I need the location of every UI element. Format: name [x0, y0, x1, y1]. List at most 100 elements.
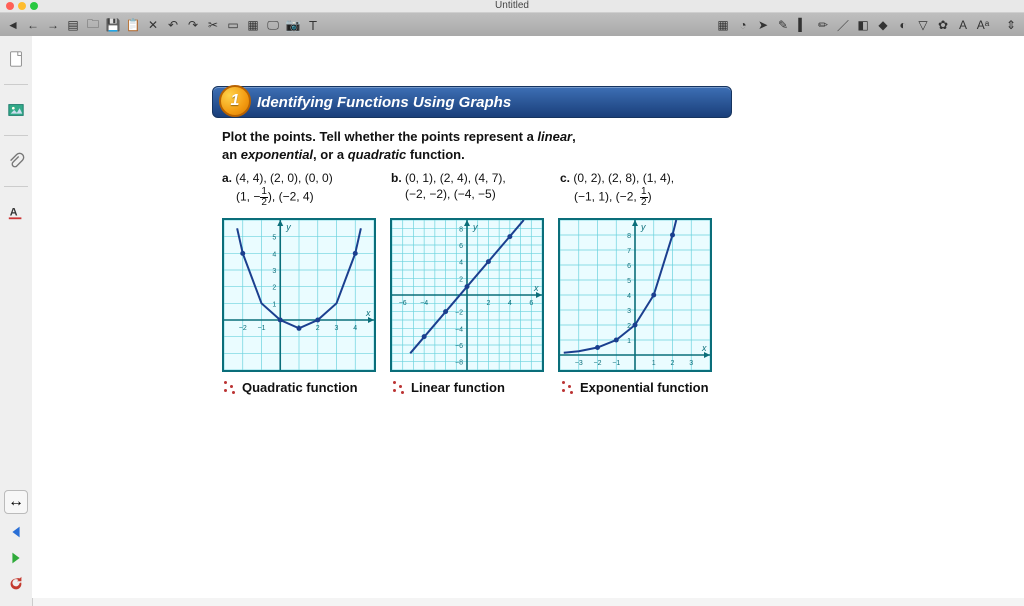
svg-text:x: x: [701, 343, 707, 353]
svg-text:1: 1: [272, 301, 276, 308]
highlighter-icon[interactable]: ▍: [794, 16, 812, 34]
arrow-left-icon[interactable]: ←: [24, 16, 42, 34]
nav-refresh-icon[interactable]: [1, 574, 31, 594]
answer-text: Exponential function: [580, 380, 709, 395]
pencil-icon[interactable]: ✏: [814, 16, 832, 34]
svg-text:3: 3: [335, 325, 339, 332]
line-icon[interactable]: ／: [834, 16, 852, 34]
text-tool-icon[interactable]: Ｔ: [304, 16, 322, 34]
side-sep: [4, 186, 28, 187]
toolbar-right: ▦◔➤✎▍✏／◧◆◐▽✿AAᵃ: [714, 16, 992, 34]
toolbar-left: ◄←→▤🗀💾📋✕↶↷✂▭▦🖵📷Ｔ: [4, 16, 322, 34]
svg-text:−4: −4: [455, 326, 463, 333]
instruction-text: Plot the points. Tell whether the points…: [222, 128, 732, 163]
expand-button[interactable]: ↔: [4, 490, 28, 514]
doc-new-icon[interactable]: ▤: [64, 16, 82, 34]
expand-vert-icon[interactable]: ⇕: [1002, 16, 1020, 34]
bucket-icon[interactable]: ▽: [914, 16, 932, 34]
monitor-icon[interactable]: ▭: [224, 16, 242, 34]
svg-text:−8: −8: [455, 360, 463, 367]
cursor-icon[interactable]: ◄: [4, 16, 22, 34]
cut-icon[interactable]: ✂: [204, 16, 222, 34]
svg-text:6: 6: [459, 243, 463, 250]
svg-text:4: 4: [459, 260, 463, 267]
tools-icon[interactable]: ✕: [144, 16, 162, 34]
problems-row: a. (4, 4), (2, 0), (0, 0)(1, −12), (−2, …: [222, 171, 732, 208]
paste-icon[interactable]: 📋: [124, 16, 142, 34]
text-a-icon[interactable]: A: [954, 16, 972, 34]
svg-text:3: 3: [272, 268, 276, 275]
stamp-icon[interactable]: ✿: [934, 16, 952, 34]
svg-text:7: 7: [627, 248, 631, 255]
shape-icon[interactable]: ◆: [874, 16, 892, 34]
svg-text:6: 6: [627, 263, 631, 270]
answer: Quadratic function: [222, 380, 377, 395]
grid-icon[interactable]: ▦: [714, 16, 732, 34]
svg-text:−1: −1: [612, 360, 620, 367]
svg-text:−1: −1: [258, 325, 266, 332]
problem: c. (0, 2), (2, 8), (1, 4),(−1, 1), (−2, …: [560, 171, 715, 208]
svg-text:2: 2: [486, 300, 490, 307]
clock-icon[interactable]: ◔: [734, 16, 752, 34]
svg-text:x: x: [365, 308, 371, 318]
camera-icon[interactable]: 📷: [284, 16, 302, 34]
svg-text:y: y: [285, 222, 291, 232]
svg-text:5: 5: [272, 235, 276, 242]
nav-fwd-icon[interactable]: [1, 548, 31, 568]
svg-text:4: 4: [353, 325, 357, 332]
slide-icon[interactable]: ▦: [244, 16, 262, 34]
mac-titlebar: Untitled: [0, 0, 1024, 13]
window-title: Untitled: [0, 0, 1024, 12]
svg-text:1: 1: [652, 360, 656, 367]
section-title: Identifying Functions Using Graphs: [257, 94, 511, 111]
folder-open-icon[interactable]: 🗀: [84, 16, 102, 34]
eraser-icon[interactable]: ◧: [854, 16, 872, 34]
nav-back-icon[interactable]: [1, 522, 31, 542]
svg-text:8: 8: [627, 233, 631, 240]
graph-a: −2−1123412345yx: [222, 218, 376, 372]
image-icon[interactable]: [1, 95, 31, 125]
redo-icon[interactable]: ↷: [184, 16, 202, 34]
section-number: 1: [219, 85, 251, 117]
graphs-row: −2−1123412345yx−6−42462468−2−4−6−8yx−3−2…: [222, 218, 732, 372]
arrow-right-icon[interactable]: →: [44, 16, 62, 34]
svg-text:6: 6: [529, 300, 533, 307]
side-sep: [4, 135, 28, 136]
svg-text:−3: −3: [575, 360, 583, 367]
undo-icon[interactable]: ↶: [164, 16, 182, 34]
svg-text:1: 1: [627, 338, 631, 345]
svg-text:3: 3: [689, 360, 693, 367]
svg-text:−4: −4: [420, 300, 428, 307]
fill-icon[interactable]: ◐: [894, 16, 912, 34]
canvas[interactable]: 1 Identifying Functions Using Graphs Plo…: [32, 36, 1024, 598]
pen-icon[interactable]: ✎: [774, 16, 792, 34]
svg-text:y: y: [640, 222, 646, 232]
screen-icon[interactable]: 🖵: [264, 16, 282, 34]
side-bottom: [1, 522, 31, 594]
bullet-icon: [391, 381, 405, 395]
svg-text:−6: −6: [399, 300, 407, 307]
main-toolbar: ◄←→▤🗀💾📋✕↶↷✂▭▦🖵📷Ｔ ▦◔➤✎▍✏／◧◆◐▽✿AAᵃ ⇕: [0, 13, 1024, 38]
text-style-icon[interactable]: A: [1, 197, 31, 227]
svg-text:2: 2: [459, 276, 463, 283]
answer-text: Linear function: [411, 380, 505, 395]
attachment-icon[interactable]: [1, 146, 31, 176]
svg-text:x: x: [533, 283, 539, 293]
save-icon[interactable]: 💾: [104, 16, 122, 34]
graph-b: −6−42462468−2−4−6−8yx: [390, 218, 544, 372]
svg-text:4: 4: [272, 251, 276, 258]
text-style-icon[interactable]: Aᵃ: [974, 16, 992, 34]
svg-text:2: 2: [671, 360, 675, 367]
svg-text:−2: −2: [239, 325, 247, 332]
answer: Linear function: [391, 380, 546, 395]
answer: Exponential function: [560, 380, 715, 395]
page-thumb-icon[interactable]: [1, 44, 31, 74]
pointer-icon[interactable]: ➤: [754, 16, 772, 34]
svg-text:4: 4: [627, 293, 631, 300]
svg-text:y: y: [472, 222, 478, 232]
side-sep: [4, 84, 28, 85]
side-palette: A ↔: [0, 36, 33, 606]
svg-text:8: 8: [459, 226, 463, 233]
problem: b. (0, 1), (2, 4), (4, 7),(−2, −2), (−4,…: [391, 171, 546, 208]
svg-text:2: 2: [272, 285, 276, 292]
